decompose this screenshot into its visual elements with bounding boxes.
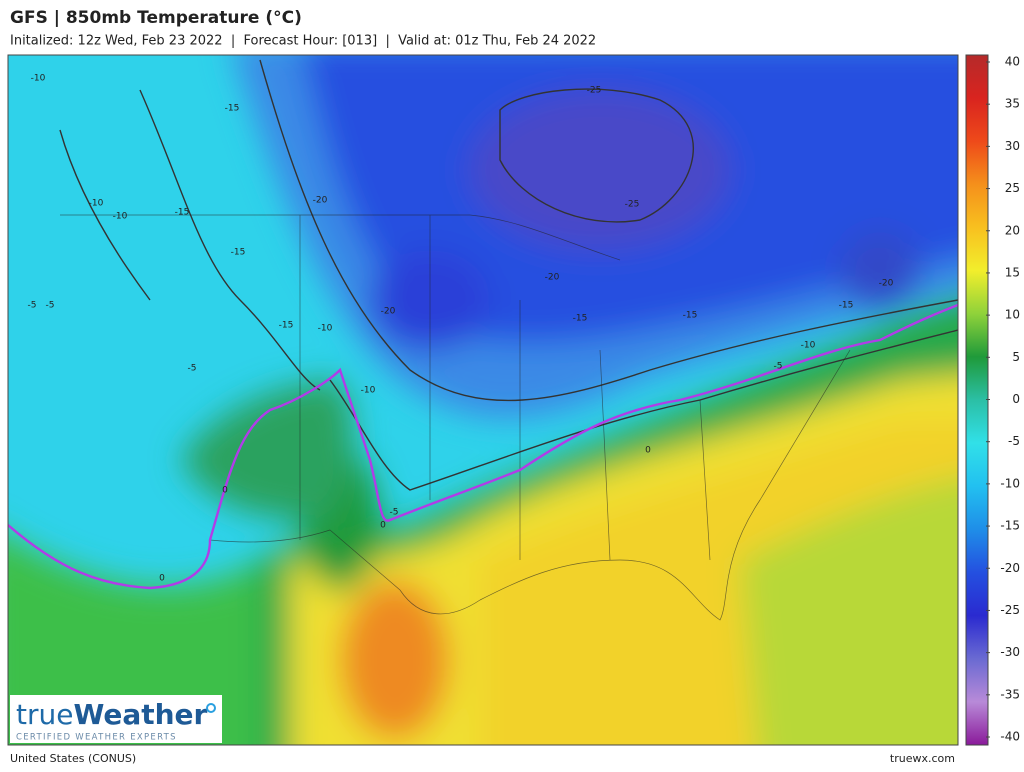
contour-label: 0 <box>380 521 386 531</box>
colorbar-tick-label: -25 <box>1000 603 1020 617</box>
contour-label: -15 <box>279 321 294 331</box>
logo-brand: trueWeather <box>16 698 208 731</box>
subtitle: Initalized: 12z Wed, Feb 23 2022 | Forec… <box>10 34 596 49</box>
colorbar-tick-label: 20 <box>1005 223 1020 237</box>
contour-label: -5 <box>774 362 783 372</box>
colorbar-tick-label: 15 <box>1005 265 1020 279</box>
colorbar-tick-label: 35 <box>1005 97 1020 111</box>
contour-label: -15 <box>175 208 190 218</box>
colorbar <box>965 54 989 746</box>
contour-label: -15 <box>573 314 588 324</box>
map-frame <box>7 54 959 746</box>
contour-label: -5 <box>390 508 399 518</box>
borders <box>60 214 851 621</box>
colorbar-tick-label: 5 <box>1012 350 1020 364</box>
contour-label: -20 <box>545 273 560 283</box>
contour-label: -15 <box>231 248 246 258</box>
contour-label: -20 <box>381 307 396 317</box>
logo-box <box>10 695 222 743</box>
title: GFS | 850mb Temperature (°C) <box>10 8 302 28</box>
logo-brand-bold: Weather <box>73 698 207 731</box>
contour-label: -20 <box>313 196 328 206</box>
colorbar-tick-label: 30 <box>1005 139 1020 153</box>
colorbar-tick-label: 25 <box>1005 181 1020 195</box>
colorbar-tick-label: 10 <box>1005 308 1020 322</box>
colorbar-tick-label: -5 <box>1008 434 1020 448</box>
contour-label: -10 <box>361 386 376 396</box>
logo-tagline: CERTIFIED WEATHER EXPERTS <box>16 733 177 743</box>
contour-label: -10 <box>801 341 816 351</box>
contour-label: -25 <box>625 200 640 210</box>
logo-dot <box>206 703 216 713</box>
contour-label: 0 <box>159 574 165 584</box>
colorbar-tick-label: -10 <box>1000 476 1020 490</box>
contour-label: -10 <box>113 212 128 222</box>
contour-label: -10 <box>318 324 333 334</box>
contour-label: -5 <box>46 301 55 311</box>
logo-brand-light: true <box>16 698 73 731</box>
contour-label: -15 <box>683 311 698 321</box>
colorbar-tick-label: -40 <box>1000 730 1020 744</box>
map: -10 -15 -10 -15 -10 -5 -15 -20 -25 -25 -20 -20 -15 -1… <box>8 55 958 745</box>
contour-label: -5 <box>188 364 197 374</box>
colorbar-tick-label: -35 <box>1000 687 1020 701</box>
contour-label: -15 <box>225 104 240 114</box>
colorbar-tick-label: -15 <box>1000 519 1020 533</box>
contour-label: -10 <box>31 74 46 84</box>
contour-label: -25 <box>587 86 602 96</box>
contour-label: 0 <box>645 446 651 456</box>
colorbar-ticks: 40 35 30 25 20 15 10 5 0 -5 -10 -15 -20 -25 -30 -35 -40 <box>986 55 1020 744</box>
contour-labels: -10 -15 -10 -15 -10 -5 -15 -20 -25 -25 -20 -20 -15 -1… <box>28 74 894 584</box>
contour-label: -15 <box>839 301 854 311</box>
footer-region: United States (CONUS) <box>10 752 136 765</box>
contour-label: 0 <box>222 486 228 496</box>
contour-label: -20 <box>879 279 894 289</box>
contour-label: -5 <box>28 301 37 311</box>
contour-label: -10 <box>89 199 104 209</box>
colorbar-tick-label: 0 <box>1012 392 1020 406</box>
footer-site: truewx.com <box>890 752 955 765</box>
colorbar-tick-label: -30 <box>1000 645 1020 659</box>
colorbar-tick-label: -20 <box>1000 561 1020 575</box>
colorbar-tick-label: 40 <box>1005 55 1020 69</box>
temperature-field <box>8 55 958 745</box>
zero-isotherm <box>8 303 958 590</box>
